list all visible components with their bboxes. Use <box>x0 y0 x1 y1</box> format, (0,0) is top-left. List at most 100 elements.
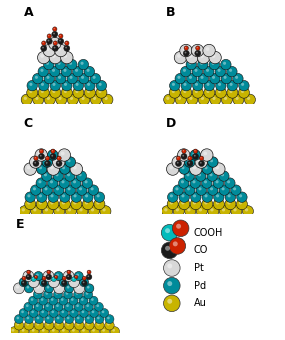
Circle shape <box>68 159 71 162</box>
Circle shape <box>190 199 201 210</box>
Circle shape <box>102 208 106 211</box>
Circle shape <box>80 278 89 287</box>
Circle shape <box>194 150 196 151</box>
Circle shape <box>241 90 244 93</box>
Circle shape <box>49 51 62 64</box>
Circle shape <box>164 295 180 311</box>
Circle shape <box>54 185 64 195</box>
Circle shape <box>194 69 198 72</box>
Circle shape <box>77 185 87 195</box>
Circle shape <box>50 327 59 336</box>
Circle shape <box>48 178 58 188</box>
Circle shape <box>39 201 42 204</box>
Circle shape <box>181 194 184 198</box>
Circle shape <box>54 47 55 49</box>
Circle shape <box>82 199 93 210</box>
Circle shape <box>96 87 107 98</box>
Circle shape <box>73 87 84 98</box>
Circle shape <box>225 192 236 202</box>
Circle shape <box>166 97 170 100</box>
Circle shape <box>97 323 100 325</box>
Circle shape <box>46 76 50 79</box>
Circle shape <box>79 94 90 105</box>
Circle shape <box>237 192 247 202</box>
Circle shape <box>64 83 67 86</box>
Circle shape <box>177 157 179 158</box>
Circle shape <box>170 81 180 91</box>
Circle shape <box>192 180 196 183</box>
Circle shape <box>206 83 209 86</box>
Circle shape <box>178 178 189 188</box>
Circle shape <box>185 47 186 48</box>
Circle shape <box>181 81 192 91</box>
Circle shape <box>53 41 58 45</box>
Circle shape <box>178 97 181 100</box>
Circle shape <box>203 152 207 155</box>
Circle shape <box>233 73 243 84</box>
Circle shape <box>42 42 44 43</box>
Circle shape <box>66 273 69 276</box>
Circle shape <box>183 150 184 151</box>
Circle shape <box>50 66 60 77</box>
Circle shape <box>38 153 44 159</box>
Circle shape <box>221 187 225 190</box>
Circle shape <box>212 97 216 100</box>
Circle shape <box>215 180 219 183</box>
Circle shape <box>87 323 89 325</box>
Circle shape <box>21 280 24 283</box>
Circle shape <box>61 51 73 64</box>
Circle shape <box>74 275 78 279</box>
Circle shape <box>164 260 180 276</box>
Circle shape <box>67 286 70 289</box>
Circle shape <box>13 283 25 294</box>
Circle shape <box>43 290 52 299</box>
Circle shape <box>47 286 49 289</box>
Circle shape <box>55 314 64 324</box>
Circle shape <box>34 302 43 311</box>
Circle shape <box>43 44 56 57</box>
Circle shape <box>174 51 187 64</box>
Circle shape <box>51 155 53 157</box>
Circle shape <box>59 308 68 318</box>
Circle shape <box>51 277 56 282</box>
Circle shape <box>54 275 58 279</box>
Circle shape <box>107 323 110 325</box>
Circle shape <box>83 277 84 278</box>
Circle shape <box>169 166 173 169</box>
Circle shape <box>187 208 191 211</box>
Circle shape <box>181 201 184 204</box>
Circle shape <box>176 224 181 229</box>
Circle shape <box>19 206 30 217</box>
Circle shape <box>36 164 47 174</box>
Circle shape <box>72 310 74 313</box>
Circle shape <box>212 76 215 79</box>
Circle shape <box>192 87 203 98</box>
Circle shape <box>72 277 76 282</box>
Circle shape <box>31 310 34 313</box>
Circle shape <box>181 153 187 159</box>
Circle shape <box>42 276 46 280</box>
Circle shape <box>67 275 69 277</box>
Circle shape <box>33 208 36 211</box>
Circle shape <box>72 329 75 332</box>
Circle shape <box>82 276 86 280</box>
Circle shape <box>56 187 59 190</box>
Circle shape <box>48 150 58 160</box>
Circle shape <box>55 276 56 277</box>
Circle shape <box>96 201 100 204</box>
Circle shape <box>50 166 54 169</box>
Circle shape <box>40 150 42 151</box>
Circle shape <box>29 308 38 318</box>
Circle shape <box>61 298 64 301</box>
Circle shape <box>56 304 59 307</box>
Circle shape <box>70 327 79 336</box>
Circle shape <box>76 285 80 289</box>
Circle shape <box>202 164 213 174</box>
Circle shape <box>50 180 53 183</box>
Circle shape <box>36 192 47 202</box>
Circle shape <box>85 81 95 91</box>
Circle shape <box>48 35 49 36</box>
Circle shape <box>59 278 68 287</box>
Circle shape <box>56 208 60 211</box>
Circle shape <box>91 298 94 301</box>
